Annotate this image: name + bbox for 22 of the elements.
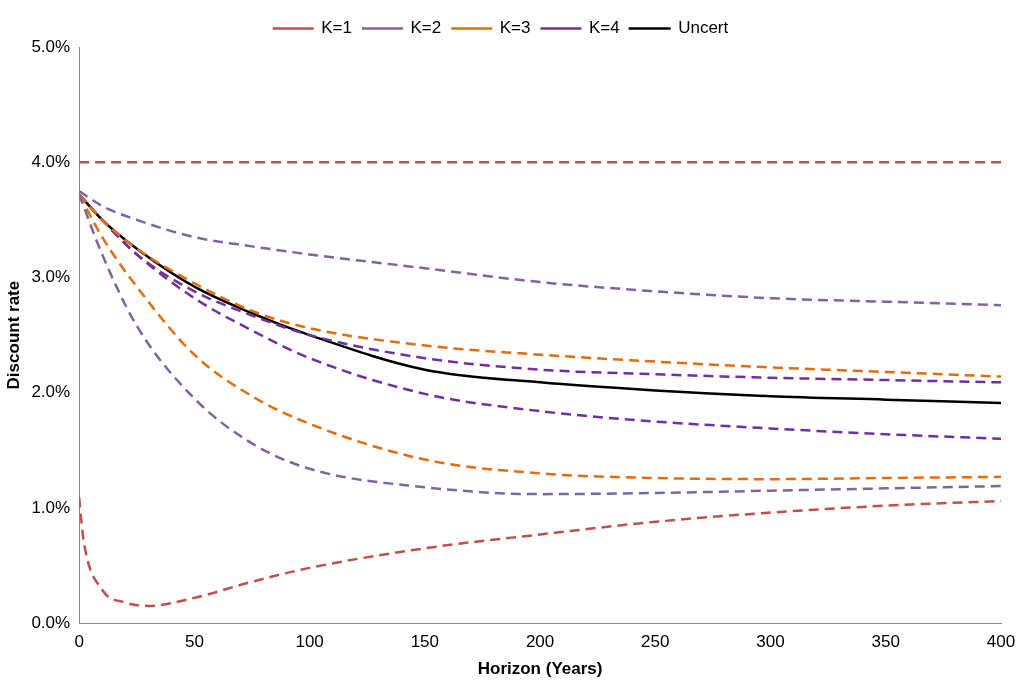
y-tick-label: 1.0% (31, 497, 71, 517)
x-tick-label: 300 (756, 632, 785, 652)
legend-label: K=1 (321, 18, 353, 38)
x-tick-label: 250 (641, 632, 670, 652)
legend-label: K=3 (499, 18, 531, 38)
x-tick-label: 50 (184, 632, 204, 652)
y-tick-label: 4.0% (31, 151, 71, 171)
y-axis-title: Discount rate (3, 280, 23, 390)
y-tick-label: 3.0% (31, 267, 71, 287)
legend-label: K=4 (588, 18, 620, 38)
legend-label: Uncert (678, 18, 729, 38)
y-tick-label: 2.0% (31, 382, 71, 402)
legend-label: K=2 (410, 18, 442, 38)
y-tick-label: 0.0% (31, 612, 71, 632)
x-tick-label: 400 (986, 632, 1016, 652)
x-tick-label: 150 (410, 632, 440, 652)
y-tick-label: 5.0% (31, 36, 71, 56)
x-tick-label: 350 (871, 632, 900, 652)
x-tick-label: 100 (295, 632, 324, 652)
x-axis-title: Horizon (Years) (477, 659, 603, 679)
x-tick-label: 0 (74, 632, 84, 652)
x-tick-label: 200 (525, 632, 555, 652)
